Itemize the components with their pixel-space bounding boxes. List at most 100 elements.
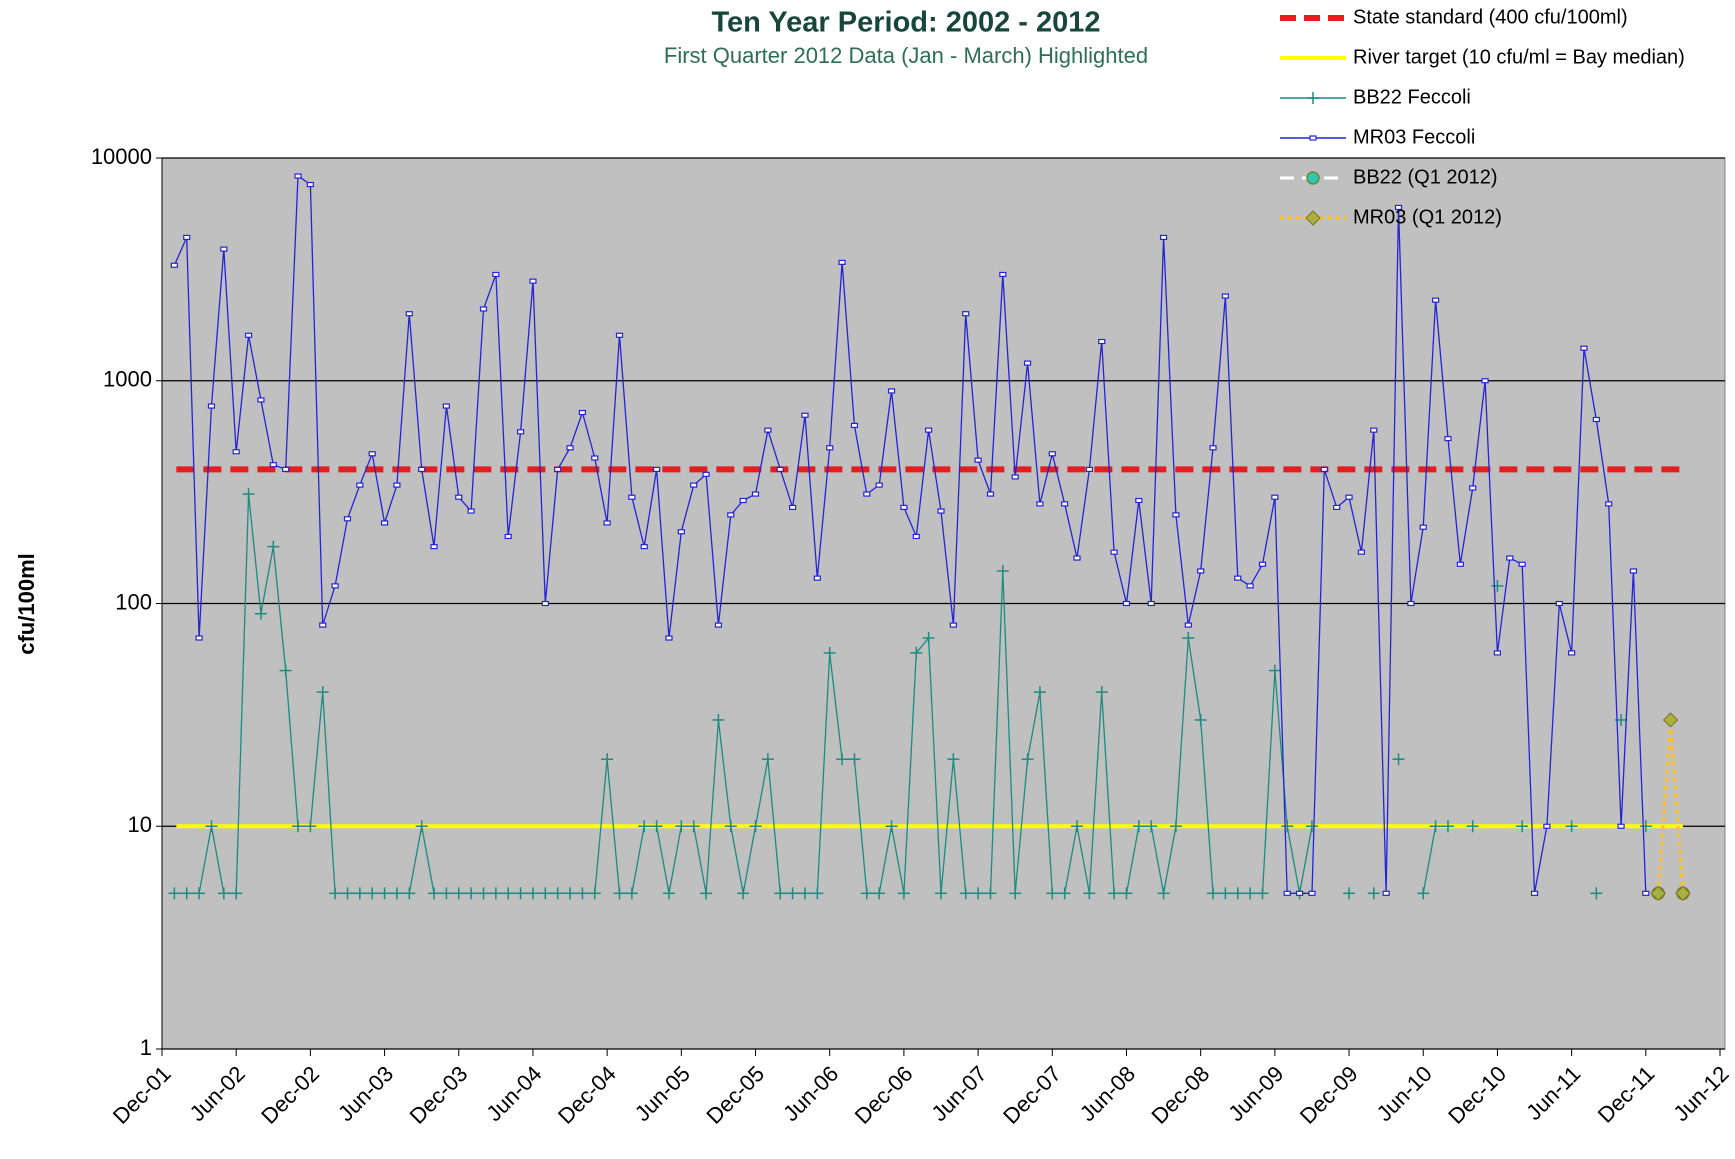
plus-marker	[724, 820, 737, 833]
square-marker	[1184, 622, 1192, 628]
square-marker	[937, 508, 945, 514]
plus-marker	[1207, 887, 1220, 900]
x-tick-label: Jun-05	[630, 1061, 695, 1126]
x-tick-label: Dec-06	[850, 1061, 918, 1129]
plus-marker	[823, 646, 836, 659]
x-tick-label: Jun-03	[333, 1061, 398, 1126]
square-marker	[1469, 485, 1477, 491]
square-marker	[1258, 561, 1267, 567]
square-marker	[677, 529, 685, 535]
plus-marker	[662, 887, 675, 900]
square-marker	[1456, 561, 1464, 567]
square-marker	[1617, 823, 1625, 829]
square-marker	[1061, 501, 1069, 507]
plus-marker	[935, 887, 947, 900]
square-marker	[1159, 234, 1168, 241]
plus-marker	[1305, 820, 1318, 833]
plus-marker	[551, 887, 564, 900]
square-marker	[343, 516, 352, 522]
plus-marker	[1441, 820, 1454, 833]
square-marker	[1629, 568, 1638, 574]
series-line	[1656, 719, 1685, 894]
plus-marker	[1590, 887, 1603, 900]
square-marker	[1642, 890, 1650, 896]
x-tick-label: Dec-04	[553, 1061, 621, 1129]
plus-marker	[1219, 887, 1232, 900]
plus-marker	[1157, 887, 1170, 900]
plus-marker	[972, 887, 985, 900]
square-marker	[1518, 561, 1526, 567]
plus-marker	[1046, 887, 1059, 900]
square-marker	[1506, 555, 1514, 561]
plus-marker	[1021, 753, 1034, 766]
square-marker	[1246, 583, 1254, 589]
x-tick-label: Jun-12	[1668, 1061, 1733, 1126]
plus-marker	[1071, 820, 1084, 833]
square-marker	[430, 544, 438, 550]
square-marker	[1147, 600, 1155, 607]
diamond-marker	[1650, 885, 1666, 902]
x-tick-label: Dec-10	[1443, 1061, 1511, 1129]
plus-marker	[279, 664, 292, 677]
plus-marker	[984, 887, 997, 900]
square-marker	[1135, 497, 1143, 504]
square-marker	[1197, 568, 1205, 574]
square-marker	[1493, 650, 1502, 656]
square-marker	[615, 332, 624, 338]
square-marker	[1172, 512, 1180, 518]
plus-marker	[1009, 887, 1022, 900]
x-tick-label: Dec-11	[1593, 1061, 1660, 1128]
plus-marker	[798, 887, 811, 900]
plus-marker	[947, 753, 960, 766]
plus-marker	[774, 887, 787, 900]
plus-marker	[539, 887, 552, 900]
plus-marker	[1256, 887, 1269, 900]
plus-marker	[230, 887, 243, 900]
x-tick-label: Jun-09	[1223, 1061, 1288, 1126]
square-marker	[578, 409, 587, 416]
square-marker	[974, 457, 982, 463]
square-marker	[554, 466, 562, 472]
plus-marker	[366, 887, 379, 900]
legend-label: River target (10 cfu/ml = Bay median)	[1353, 46, 1685, 68]
plus-marker	[1417, 887, 1430, 900]
square-marker	[603, 520, 611, 526]
chart-title: Ten Year Period: 2002 - 2012	[711, 7, 1100, 39]
plus-marker	[996, 564, 1009, 577]
square-marker	[1011, 474, 1019, 480]
square-marker	[925, 427, 933, 433]
plus-marker	[761, 753, 774, 766]
square-marker	[1407, 600, 1415, 607]
plus-marker	[1033, 686, 1046, 699]
square-marker	[1085, 466, 1093, 472]
square-marker	[813, 575, 821, 581]
square-marker	[739, 497, 747, 504]
plus-marker	[415, 820, 428, 833]
plus-marker	[675, 820, 688, 833]
plus-marker	[737, 887, 750, 900]
plus-marker	[1429, 820, 1442, 833]
plus-marker	[1307, 92, 1319, 104]
plus-marker	[836, 753, 849, 766]
square-marker	[220, 246, 228, 252]
plus-marker	[341, 887, 354, 900]
plus-marker	[885, 820, 898, 833]
square-marker	[1098, 338, 1106, 345]
plus-marker	[329, 887, 342, 900]
square-marker	[1271, 494, 1279, 500]
legend-marker	[1305, 210, 1321, 226]
square-marker	[183, 234, 191, 241]
square-marker	[690, 482, 698, 488]
x-tick-label: Dec-08	[1146, 1061, 1214, 1129]
square-marker	[1221, 293, 1229, 299]
square-marker	[442, 403, 450, 409]
square-marker	[1568, 650, 1576, 656]
plus-marker	[292, 820, 305, 833]
square-marker	[999, 271, 1007, 278]
plus-marker	[959, 887, 972, 900]
x-tick-label: Jun-07	[926, 1061, 991, 1126]
square-marker	[257, 397, 265, 403]
square-marker	[665, 635, 673, 641]
x-tick-label: Dec-09	[1295, 1061, 1363, 1129]
